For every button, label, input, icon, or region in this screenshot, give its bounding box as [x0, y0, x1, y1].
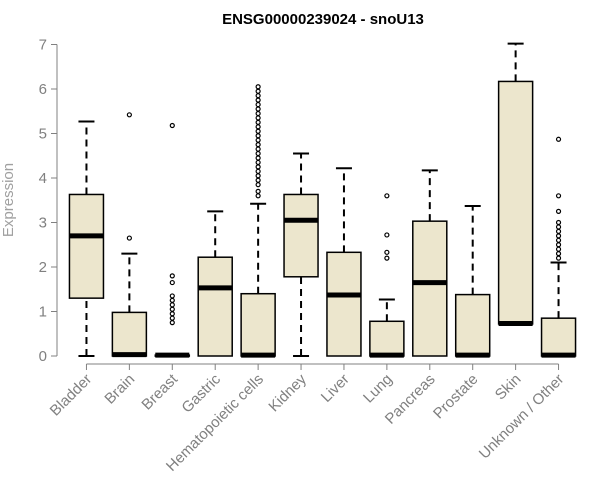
- outlier-point: [555, 237, 562, 243]
- box-2: [154, 122, 191, 358]
- outlier-point: [255, 128, 261, 134]
- box-body: [497, 80, 534, 325]
- x-tick-label: Prostate: [430, 371, 482, 423]
- box-5: [283, 152, 319, 357]
- outlier-point: [169, 311, 175, 317]
- x-tick-label: Liver: [318, 371, 353, 406]
- outlier-point: [255, 146, 261, 152]
- outlier-point: [555, 136, 562, 142]
- outlier-point: [384, 255, 390, 261]
- outlier-point: [255, 193, 261, 199]
- box-body: [111, 311, 148, 357]
- outlier-point: [255, 106, 261, 112]
- outlier-point: [255, 93, 261, 99]
- box-7: [369, 193, 405, 358]
- box-body: [412, 220, 448, 357]
- outlier-point: [169, 315, 175, 321]
- y-tick-label: 6: [39, 81, 47, 98]
- outlier-point: [255, 188, 261, 194]
- outlier-point: [255, 182, 261, 188]
- outlier-point: [384, 193, 390, 199]
- y-tick-label: 1: [39, 304, 47, 321]
- x-tick-label: Bladder: [47, 371, 96, 420]
- box-body: [326, 251, 362, 357]
- box-10: [497, 42, 534, 327]
- box-3: [197, 210, 233, 357]
- outlier-point: [555, 208, 562, 214]
- outlier-point: [555, 233, 562, 239]
- x-tick-label: Brain: [101, 371, 138, 408]
- outlier-point: [255, 124, 261, 130]
- box-9: [454, 205, 491, 358]
- outlier-point: [255, 133, 261, 139]
- outlier-point: [255, 142, 261, 148]
- box-1: [111, 112, 148, 358]
- y-tick-label: 7: [39, 37, 47, 54]
- outlier-point: [384, 249, 390, 255]
- box-body: [240, 292, 276, 357]
- outlier-point: [169, 297, 175, 303]
- y-tick-label: 4: [39, 170, 47, 187]
- outlier-point: [126, 235, 132, 241]
- outlier-point: [555, 251, 562, 257]
- outlier-point: [255, 84, 261, 90]
- outlier-point: [555, 224, 562, 230]
- y-tick-label: 0: [39, 348, 47, 365]
- box-body: [369, 320, 405, 357]
- box-6: [326, 167, 362, 357]
- outlier-point: [255, 168, 261, 174]
- outlier-point: [169, 293, 175, 299]
- box-body: [540, 317, 577, 357]
- y-axis: 0 1 2 3 4 5 6 7: [39, 37, 58, 365]
- outlier-point: [555, 255, 562, 261]
- outlier-point: [169, 320, 175, 326]
- outlier-point: [255, 119, 261, 125]
- x-tick-label: Kidney: [265, 370, 310, 415]
- outlier-point: [384, 232, 390, 238]
- y-tick-label: 3: [39, 215, 47, 232]
- y-tick-label: 5: [39, 126, 47, 143]
- outlier-point: [126, 112, 132, 118]
- outlier-point: [255, 97, 261, 103]
- box-group: [68, 42, 577, 358]
- box-body: [283, 193, 319, 278]
- outlier-point: [169, 273, 175, 279]
- outlier-point: [555, 242, 562, 248]
- x-tick-label: Lung: [360, 371, 396, 407]
- outlier-point: [255, 101, 261, 108]
- y-tick-label: 2: [39, 259, 47, 276]
- outlier-point: [255, 155, 261, 161]
- outlier-point: [255, 164, 261, 170]
- outlier-point: [255, 177, 261, 183]
- outlier-point: [169, 279, 175, 286]
- outlier-point: [255, 150, 261, 157]
- box-body: [454, 293, 491, 357]
- outlier-point: [555, 228, 562, 234]
- outlier-point: [169, 302, 175, 308]
- y-axis-label: Expression: [0, 163, 17, 237]
- box-body: [68, 193, 105, 299]
- outlier-point: [555, 246, 562, 252]
- outlier-point: [255, 110, 261, 117]
- box-11: [540, 136, 577, 358]
- chart-title: ENSG00000239024 - snoU13: [222, 11, 424, 28]
- outlier-point: [255, 173, 261, 179]
- outlier-point: [255, 115, 261, 121]
- outlier-point: [555, 219, 562, 226]
- box-4: [240, 84, 276, 358]
- box-0: [68, 120, 105, 357]
- outlier-point: [169, 122, 175, 129]
- x-tick-label: Skin: [492, 371, 525, 404]
- outlier-point: [555, 193, 562, 199]
- outlier-point: [169, 306, 175, 312]
- outlier-point: [255, 137, 261, 143]
- outlier-point: [255, 88, 261, 94]
- x-tick-label: Breast: [138, 370, 181, 413]
- outlier-point: [255, 159, 261, 166]
- box-8: [412, 169, 448, 357]
- box-body: [197, 256, 233, 357]
